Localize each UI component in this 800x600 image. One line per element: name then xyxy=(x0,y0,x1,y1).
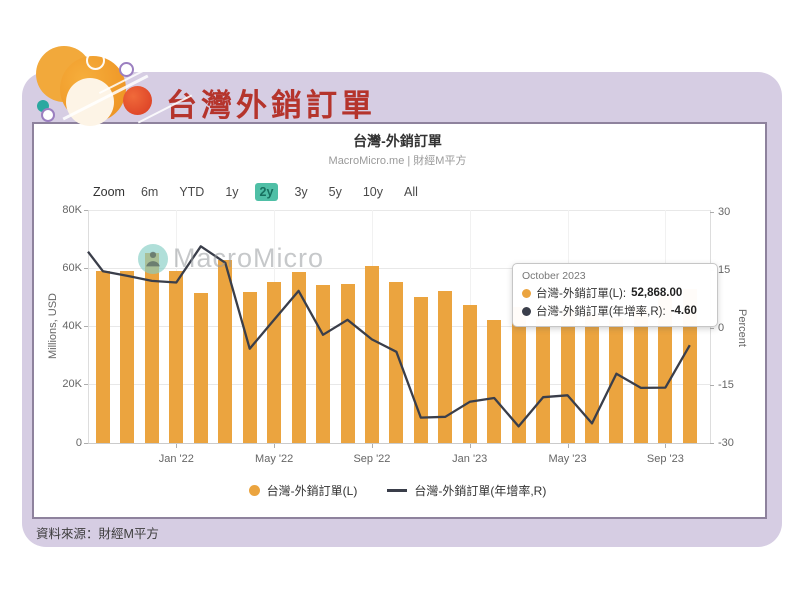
tooltip-row-0: 台灣-外銷訂單(L): 52,868.00 xyxy=(522,285,708,301)
x-tick-label: May '22 xyxy=(255,453,294,465)
left-axis-tick xyxy=(84,443,88,444)
x-tick-label: Jan '23 xyxy=(452,453,488,465)
right-axis-tick-label: -30 xyxy=(718,437,734,449)
legend-label: 台灣-外銷訂單(年增率,R) xyxy=(414,484,547,498)
bar-Oct-2022[interactable] xyxy=(389,281,404,443)
left-axis-tick xyxy=(84,268,88,269)
chart-tooltip: October 2023 台灣-外銷訂單(L): 52,868.00 台灣-外銷訂單… xyxy=(512,263,718,327)
bar-Apr-2023[interactable] xyxy=(536,319,551,443)
x-tick xyxy=(371,443,373,448)
left-axis-tick xyxy=(84,384,88,385)
bar-Sep-2022[interactable] xyxy=(364,265,379,443)
macromicro-logo-icon xyxy=(138,243,168,274)
legend-circle-icon xyxy=(248,485,260,496)
chart-legend: 台灣-外銷訂單(L) 台灣-外銷訂單(年增率,R) xyxy=(32,482,763,499)
left-axis-tick xyxy=(84,326,88,327)
tooltip-series-value: -4.60 xyxy=(670,305,697,317)
x-tick xyxy=(176,443,178,448)
tooltip-series-label: 台灣-外銷訂單(年增率,R): xyxy=(536,306,666,318)
range-option-2y[interactable]: 2y xyxy=(254,183,279,201)
bar-Aug-2023[interactable] xyxy=(633,308,648,443)
tooltip-series-dot-icon xyxy=(522,306,531,316)
range-option-1y[interactable]: 1y xyxy=(225,185,239,199)
legend-label: 台灣-外銷訂單(L) xyxy=(266,484,358,498)
bar-Oct-2021[interactable] xyxy=(96,270,110,443)
x-axis-line xyxy=(88,443,710,444)
bar-Apr-2022[interactable] xyxy=(242,291,257,443)
right-axis-tick-label: 30 xyxy=(718,206,731,218)
x-tick-label: Sep '23 xyxy=(646,453,684,465)
bar-Jan-2022[interactable] xyxy=(169,271,184,443)
range-option-6m[interactable]: 6m xyxy=(140,185,159,199)
left-axis-tick-label: 40K xyxy=(62,320,82,332)
bar-Mar-2023[interactable] xyxy=(511,307,526,443)
logo-circle-inner-icon xyxy=(66,78,114,126)
bar-May-2023[interactable] xyxy=(560,309,575,443)
chart-title: 台灣-外銷訂單 xyxy=(353,133,442,149)
bar-Feb-2022[interactable] xyxy=(193,292,208,443)
bar-Nov-2022[interactable] xyxy=(413,296,428,443)
bar-Jul-2023[interactable] xyxy=(609,317,624,443)
plot-left-border xyxy=(88,210,89,443)
left-axis-tick-label: 0 xyxy=(75,437,82,449)
range-option-10y[interactable]: 10y xyxy=(362,185,383,199)
legend-line-icon xyxy=(387,489,408,492)
logo-ring-purple1-icon xyxy=(119,62,134,77)
zoom-label: Zoom xyxy=(93,185,125,199)
logo-ring-white-icon xyxy=(86,51,105,70)
legend-item-0[interactable]: 台灣-外銷訂單(L) xyxy=(248,482,358,499)
logo-decoration xyxy=(0,0,250,140)
bar-Jul-2022[interactable] xyxy=(316,284,331,443)
x-tick-label: Sep '22 xyxy=(353,453,391,465)
x-tick-label: Jan '22 xyxy=(158,453,194,465)
bar-Jun-2022[interactable] xyxy=(291,271,306,443)
right-axis-tick-label: -15 xyxy=(718,379,734,391)
tooltip-row-1: 台灣-外銷訂單(年增率,R): -4.60 xyxy=(522,303,708,319)
bar-Jan-2023[interactable] xyxy=(462,304,477,443)
range-selector: Zoom 6m YTD 1y 2y 3y 5y 10y All xyxy=(93,183,423,201)
bar-Feb-2023[interactable] xyxy=(487,320,502,443)
legend-item-1[interactable]: 台灣-外銷訂單(年增率,R) xyxy=(387,482,546,499)
watermark-text: MacroMicro xyxy=(173,243,325,273)
x-tick xyxy=(274,443,276,448)
h-gridline xyxy=(88,210,710,211)
bar-Nov-2021[interactable] xyxy=(120,271,135,443)
right-axis-tick xyxy=(710,212,714,213)
chart-subtitle: MacroMicro.me | 財經M平方 xyxy=(328,155,467,167)
left-axis-tick-label: 20K xyxy=(62,378,82,390)
logo-circle-red-icon xyxy=(123,86,152,115)
page-title: 台灣外銷訂單 xyxy=(166,88,376,123)
bar-Mar-2022[interactable] xyxy=(218,260,233,443)
bar-Dec-2021[interactable] xyxy=(144,252,159,443)
logo-ring-purple2-icon xyxy=(41,108,55,122)
left-axis-tick xyxy=(84,210,88,211)
range-option-5y[interactable]: 5y xyxy=(328,185,342,199)
range-option-3y[interactable]: 3y xyxy=(294,185,308,199)
bar-Dec-2022[interactable] xyxy=(438,291,453,443)
x-tick xyxy=(665,443,667,448)
tooltip-series-label: 台灣-外銷訂單(L): xyxy=(536,288,627,300)
left-axis-tick-label: 60K xyxy=(62,262,82,274)
right-axis-tick xyxy=(710,443,714,444)
range-option-ytd[interactable]: YTD xyxy=(179,185,205,199)
x-tick xyxy=(469,443,471,448)
watermark: MacroMicro xyxy=(138,243,324,274)
left-axis-tick-label: 80K xyxy=(62,204,82,216)
bar-May-2022[interactable] xyxy=(267,281,282,443)
right-axis-tick xyxy=(710,328,714,329)
tooltip-series-value: 52,868.00 xyxy=(631,287,683,299)
x-tick xyxy=(567,443,569,448)
right-axis-tick-label: 15 xyxy=(718,264,731,276)
right-axis-tick xyxy=(710,385,714,386)
bar-Jun-2023[interactable] xyxy=(585,314,599,443)
tooltip-date: October 2023 xyxy=(522,270,586,282)
source-note: 資料來源：財經M平方 xyxy=(36,527,159,541)
x-tick-label: May '23 xyxy=(548,453,587,465)
tooltip-series-dot-icon xyxy=(522,288,531,298)
bar-Aug-2022[interactable] xyxy=(340,284,355,443)
right-axis-tick-label: 0 xyxy=(718,322,725,334)
range-option-all[interactable]: All xyxy=(404,185,418,199)
